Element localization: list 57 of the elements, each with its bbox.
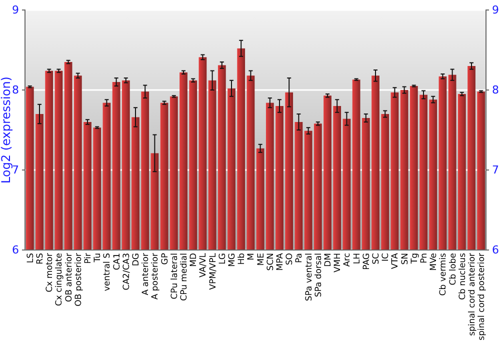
x-tick-label: MVe bbox=[429, 253, 440, 271]
x-tick-label: Cx cingulate bbox=[54, 253, 65, 306]
y-tick-label: 6 bbox=[12, 244, 19, 257]
x-tick-label: MPA bbox=[275, 252, 286, 271]
y2-tick-label: 7 bbox=[492, 164, 499, 177]
x-tick-label: Hb bbox=[237, 253, 248, 265]
x-tick-label: OB anterior bbox=[64, 252, 74, 302]
y-tick-label: 7 bbox=[12, 164, 19, 177]
x-tick-label: SPa ventral bbox=[304, 253, 314, 302]
x-tick-label: SO bbox=[285, 252, 296, 266]
x-tick-label: SPa dorsal bbox=[314, 253, 324, 298]
x-tick-label: VMH bbox=[333, 253, 344, 273]
x-tick-label: Cb vermis bbox=[438, 252, 449, 296]
x-tick-label: A anterior bbox=[141, 252, 152, 296]
x-tick-label: Cx motor bbox=[45, 252, 56, 292]
x-tick-label: SCN bbox=[266, 253, 276, 271]
x-tick-label: VPM/VPL bbox=[208, 252, 218, 290]
x-tick-label: CA1 bbox=[112, 253, 122, 270]
y-tick-label: 8 bbox=[12, 84, 19, 97]
y2-tick-label: 8 bbox=[492, 84, 499, 97]
x-tick-label: ME bbox=[256, 253, 266, 266]
x-tick-label: Cb lobe bbox=[448, 253, 458, 286]
x-tick-label: Arc bbox=[342, 252, 353, 267]
y2-tick-label: 6 bbox=[492, 244, 499, 257]
x-tick-label: IC bbox=[381, 252, 392, 262]
x-tick-label: Cb nucleus bbox=[458, 252, 468, 300]
x-tick-label: ventral S bbox=[102, 253, 113, 292]
y-axis-title: Log2 (expression) bbox=[0, 76, 13, 184]
x-tick-label: Tu bbox=[93, 253, 104, 264]
x-tick-label: Pn bbox=[419, 253, 430, 264]
x-tick-label: spinal cord anterior bbox=[467, 252, 478, 336]
x-tick-label: LS bbox=[26, 253, 36, 264]
x-tick-label: OB posterior bbox=[74, 252, 84, 306]
x-tick-label: CPu lateral bbox=[170, 253, 180, 300]
x-tick-label: DM bbox=[323, 253, 334, 267]
x-tick-label: LH bbox=[352, 253, 362, 264]
x-tick-label: VTA bbox=[390, 252, 401, 270]
x-tick-label: MD bbox=[189, 252, 200, 267]
x-tick-label: VA/VL bbox=[198, 252, 209, 278]
x-tick-label: M bbox=[246, 253, 257, 260]
x-tick-label: A posterior bbox=[150, 252, 161, 300]
x-tick-label: CA2/CA3 bbox=[122, 253, 132, 290]
x-tick-label: PAG bbox=[362, 253, 372, 270]
x-tick-label: LG bbox=[218, 253, 228, 264]
x-tick-label: Pir bbox=[83, 252, 94, 264]
x-tick-label: Pa bbox=[294, 253, 305, 263]
x-tick-label: RS bbox=[35, 253, 46, 264]
x-tick-label: SC bbox=[371, 252, 382, 264]
x-tick-label: DG bbox=[131, 253, 142, 266]
x-tick-label: spinal cord posterior bbox=[477, 252, 488, 340]
x-tick-label: GP bbox=[160, 253, 170, 265]
x-tick-label: SN bbox=[400, 253, 410, 265]
y-tick-label: 9 bbox=[12, 4, 19, 17]
y2-tick-label: 9 bbox=[492, 4, 499, 17]
x-tick-label: Tg bbox=[410, 253, 420, 265]
x-tick-label: MG bbox=[227, 253, 238, 267]
x-tick-label: CPu medial bbox=[179, 253, 190, 301]
